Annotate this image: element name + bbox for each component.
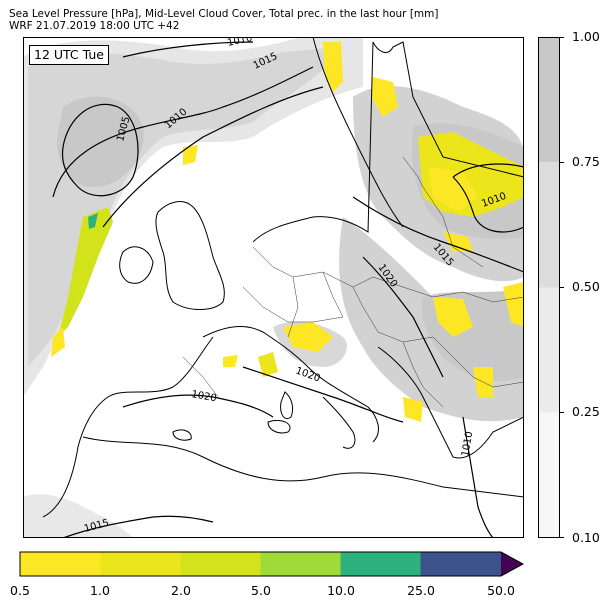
cloud-cover-label: 0.75 [572, 154, 600, 169]
cloud-cover-swatch [538, 162, 560, 288]
precip-swatch [340, 552, 421, 576]
isobar-label: 1020 [190, 389, 217, 404]
cloud-cover-swatch [538, 37, 560, 163]
cloud-cover-label: 0.10 [572, 530, 600, 545]
precip-swatch [260, 552, 341, 576]
map-title: Sea Level Pressure [hPa], Mid-Level Clou… [9, 8, 439, 20]
country-borders-layer [182, 156, 524, 408]
cloud-cover-label: 0.25 [572, 404, 600, 419]
cloud-cover-swatch [538, 287, 560, 413]
precip-label: 5.0 [251, 583, 271, 598]
valid-time-label: 12 UTC Tue [29, 45, 109, 65]
cloud-cover-label: 0.50 [572, 279, 600, 294]
isobars-layer [52, 41, 524, 538]
precip-swatch [100, 552, 181, 576]
coastline-layer [42, 37, 524, 518]
precip-label: 50.0 [487, 583, 515, 598]
precipitation-colorbar [19, 551, 525, 577]
precip-label: 10.0 [327, 583, 355, 598]
precip-label: 0.5 [10, 583, 30, 598]
isobar-label: 1010 [460, 431, 475, 458]
precip-swatch [20, 552, 101, 576]
isobar-label: 1010 [226, 37, 253, 49]
precipitation-layer [51, 42, 524, 422]
precip-extend-arrow [501, 552, 523, 576]
cloud-cover-swatch [538, 412, 560, 538]
cloud-cover-label: 1.00 [572, 29, 600, 44]
precip-swatch [420, 552, 501, 576]
precip-label: 1.0 [90, 583, 110, 598]
map-subtitle: WRF 21.07.2019 18:00 UTC +42 [9, 20, 180, 32]
cloud-cover-colorbar [538, 37, 560, 538]
precip-label: 25.0 [407, 583, 435, 598]
precip-label: 2.0 [171, 583, 191, 598]
precip-swatch [180, 552, 261, 576]
forecast-map: 1010 1015 1005 1010 1010 1015 1020 1020 … [23, 37, 524, 538]
